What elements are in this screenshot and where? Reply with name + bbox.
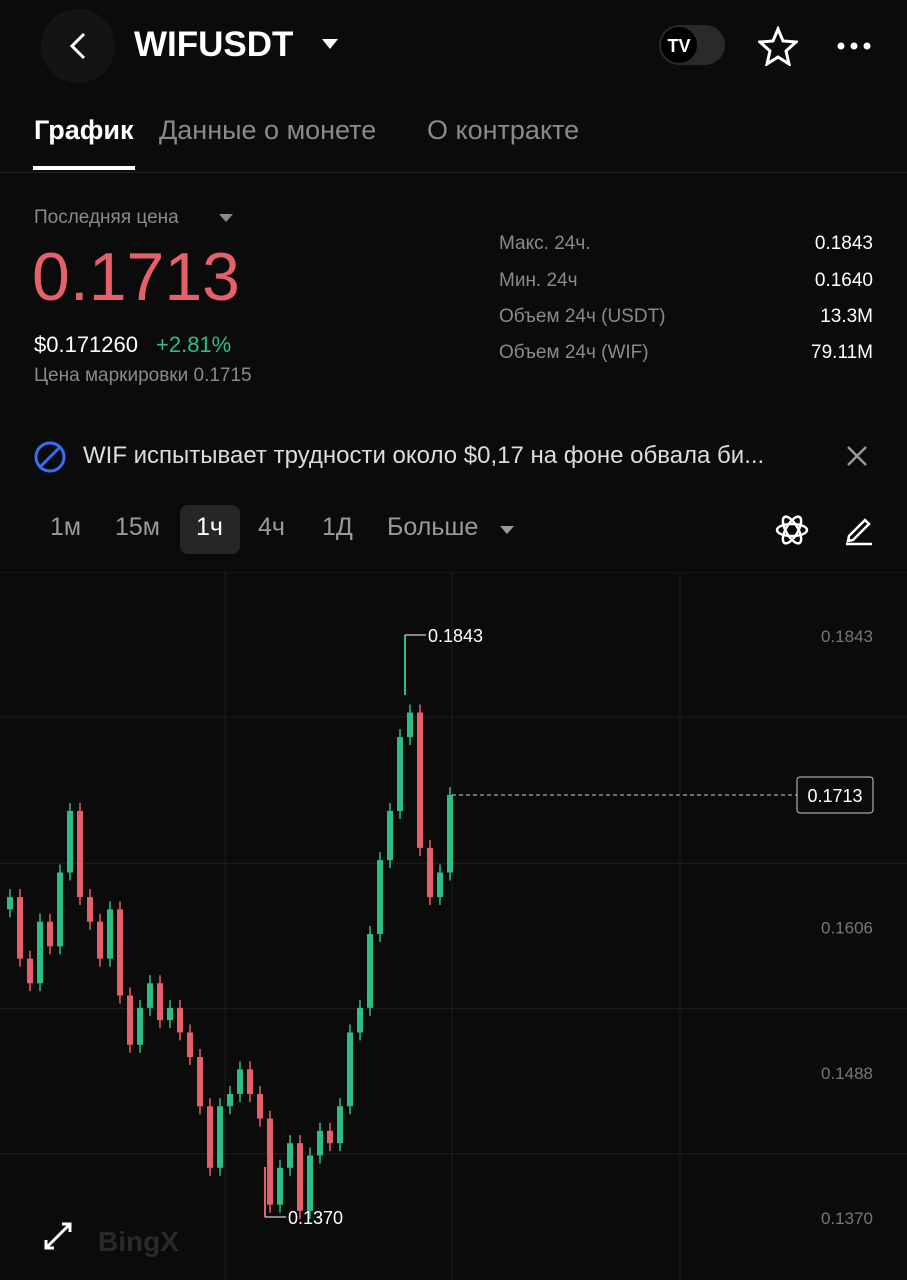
interval[interactable]: 1Д	[322, 513, 353, 541]
y-tick-label: 0.1488	[821, 1064, 873, 1083]
stat-value: 0.1640	[814, 270, 873, 291]
draw-icon[interactable]	[843, 514, 875, 546]
candle	[207, 1106, 213, 1168]
price-label[interactable]: Последняя цена	[34, 207, 179, 228]
price-chart: BingX 0.18430.17240.16060.14880.13700.18…	[0, 572, 907, 1280]
back-button[interactable]	[40, 8, 116, 84]
candle	[77, 810, 83, 898]
more-dropdown[interactable]	[499, 524, 515, 536]
candle	[337, 1106, 343, 1144]
stat-value: 0.1843	[814, 233, 873, 254]
candle	[237, 1069, 243, 1094]
svg-text:TV: TV	[667, 36, 690, 56]
candle	[87, 897, 93, 922]
candle	[307, 1155, 313, 1211]
candle	[287, 1143, 293, 1168]
last-price: 0.1713	[32, 239, 240, 315]
stat-label: Объем 24ч (WIF)	[499, 342, 649, 363]
last-price-box	[796, 776, 874, 814]
candle	[157, 983, 163, 1021]
candle	[47, 921, 53, 947]
news-headline[interactable]: WIF испытывает трудности около $0,17 на …	[83, 442, 765, 469]
candle	[37, 921, 43, 984]
y-tick-label: 0.1370	[821, 1209, 873, 1228]
symbol-dropdown[interactable]	[320, 36, 340, 52]
candle	[347, 1032, 353, 1107]
high-label: 0.1843	[428, 626, 483, 646]
candle	[387, 810, 393, 861]
stat-label: Объем 24ч (USDT)	[499, 306, 666, 327]
candle	[137, 1007, 143, 1045]
watermark: BingX	[98, 1226, 179, 1257]
price-label-dropdown[interactable]	[218, 212, 234, 224]
candle	[57, 872, 63, 947]
indicators-icon[interactable]	[774, 512, 810, 548]
usd-price: $0.171260	[34, 332, 138, 357]
stat-label: Мин. 24ч	[499, 270, 578, 291]
candle	[377, 860, 383, 934]
symbol-title[interactable]: WIFUSDT	[134, 25, 294, 64]
interval[interactable]: 1ч	[196, 513, 223, 541]
candle	[357, 1007, 363, 1033]
interval[interactable]: Больше	[387, 513, 479, 541]
interval[interactable]: 4ч	[258, 513, 285, 541]
interval[interactable]: 15м	[115, 513, 160, 541]
candle	[447, 794, 453, 873]
tab[interactable]: О контракте	[427, 115, 580, 145]
candle	[397, 737, 403, 811]
tab[interactable]: Данные о монете	[159, 115, 377, 145]
candle	[167, 1007, 173, 1021]
candle	[7, 897, 13, 910]
last-price-label: 0.1713	[807, 786, 862, 806]
candle	[197, 1057, 203, 1107]
candle	[147, 983, 153, 1008]
interval[interactable]: 1м	[50, 513, 82, 541]
candle	[127, 995, 133, 1045]
fullscreen-icon[interactable]	[44, 1222, 72, 1250]
stat-value: 79.11M	[811, 342, 873, 363]
candle	[277, 1167, 283, 1205]
candle	[67, 810, 73, 873]
candle	[187, 1032, 193, 1058]
y-tick-label: 0.1606	[821, 919, 873, 938]
low-label: 0.1370	[288, 1208, 343, 1228]
close-news[interactable]	[846, 445, 868, 467]
candle	[27, 958, 33, 984]
interval-selected-bg	[180, 505, 240, 554]
candle	[407, 712, 413, 738]
candle	[327, 1130, 333, 1144]
candle	[17, 897, 23, 959]
candle	[177, 1007, 183, 1033]
favorite-star[interactable]	[758, 26, 798, 66]
candle	[227, 1093, 233, 1107]
candle	[437, 872, 443, 898]
candle	[107, 909, 113, 959]
candle	[297, 1143, 303, 1211]
divider	[0, 172, 907, 173]
candle	[257, 1093, 263, 1119]
candle	[367, 933, 373, 1008]
candle	[267, 1118, 273, 1205]
candle	[247, 1069, 253, 1094]
news-icon	[34, 441, 66, 473]
tab[interactable]: График	[34, 115, 134, 145]
candle	[427, 847, 433, 898]
price-change: +2.81%	[156, 332, 232, 357]
candle	[317, 1130, 323, 1156]
y-tick-label: 0.1843	[821, 627, 873, 646]
more-menu[interactable]	[836, 38, 872, 54]
candle	[117, 909, 123, 996]
stat-label: Макс. 24ч.	[499, 233, 591, 254]
candle	[417, 712, 423, 848]
tab-indicator	[33, 166, 135, 170]
stat-value: 13.3M	[820, 306, 873, 327]
mark-price: Цена маркировки 0.1715	[34, 365, 252, 386]
candle	[97, 921, 103, 959]
tradingview-toggle[interactable]: TV	[658, 24, 726, 66]
candle	[217, 1106, 223, 1168]
